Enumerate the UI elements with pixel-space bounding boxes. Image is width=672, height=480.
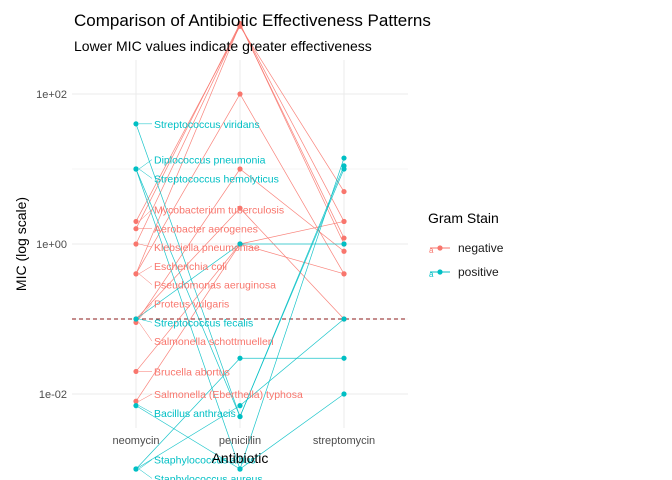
data-point — [341, 188, 347, 195]
data-point — [237, 241, 243, 247]
point-label: Streptococcus fecalis — [154, 317, 253, 329]
legend-key: a — [429, 245, 450, 255]
series-points — [133, 20, 347, 472]
data-point — [341, 248, 347, 254]
legend-key: a — [429, 269, 450, 279]
legend-item-positive: a positive — [428, 260, 538, 284]
data-point — [341, 316, 347, 322]
point-labels: Streptococcus viridans Diplococcus pneumo… — [138, 119, 303, 480]
data-point — [133, 403, 139, 409]
data-point — [341, 166, 347, 172]
point-label: Mycobacterium tuberculosis — [154, 204, 284, 216]
legend-items: a negative a positive — [428, 236, 538, 284]
label-connector — [138, 322, 153, 342]
label-connector — [138, 273, 153, 285]
x-tick-label: penicillin — [219, 435, 261, 447]
point-label: Escherichia coli — [154, 261, 227, 273]
point-label: Staphylococcus aureus — [154, 473, 263, 480]
label-connector — [138, 168, 153, 179]
data-point — [237, 355, 243, 361]
label-connector — [138, 405, 153, 414]
data-point — [341, 271, 347, 277]
point-label: Salmonella schottmuelleri — [154, 336, 274, 348]
label-connector — [138, 265, 153, 275]
chart-title: Comparison of Antibiotic Effectiveness P… — [74, 11, 431, 30]
data-point — [341, 155, 347, 161]
point-label: Klebsiella pneumoniae — [154, 242, 260, 254]
label-connector — [138, 393, 153, 402]
y-axis-title: MIC (log scale) — [13, 197, 29, 291]
data-point — [341, 235, 347, 241]
label-connector — [138, 159, 153, 170]
data-point — [133, 241, 139, 247]
data-point — [133, 316, 139, 322]
x-axis-title: Antibiotic — [212, 450, 269, 466]
point-label: Brucella abortus — [154, 366, 230, 378]
point-label: Bacillus anthracis — [154, 408, 236, 420]
data-point — [341, 241, 347, 247]
point-label: Salmonella (Eberthella) typhosa — [154, 389, 303, 401]
legend: Gram Stain a negative a positive — [428, 210, 538, 284]
legend-key-letter: a — [429, 270, 434, 279]
data-point — [133, 271, 139, 277]
x-tick-label: neomycin — [112, 435, 159, 447]
chart-subtitle: Lower MIC values indicate greater effect… — [74, 38, 372, 54]
data-point — [133, 368, 139, 375]
legend-key-point — [437, 245, 443, 251]
data-point — [133, 466, 139, 472]
label-connector — [138, 459, 153, 470]
data-point — [133, 218, 139, 225]
label-connector — [138, 318, 153, 323]
point-label: Aerobacter aerogenes — [154, 223, 258, 235]
point-label: Streptococcus hemolyticus — [154, 173, 279, 185]
legend-label: positive — [458, 265, 499, 279]
point-label: Diplococcus pneumonia — [154, 155, 266, 167]
legend-title: Gram Stain — [428, 210, 499, 226]
label-connector — [138, 468, 153, 479]
legend-key-letter: a — [429, 246, 434, 255]
point-label: Streptococcus viridans — [154, 119, 260, 131]
label-connector — [138, 209, 153, 222]
legend-label: negative — [458, 241, 504, 255]
data-point — [341, 355, 347, 361]
point-label: Staphylococcus albus — [154, 455, 256, 467]
data-point — [133, 226, 139, 232]
y-tick-label: 1e-02 — [39, 389, 67, 401]
data-point — [237, 413, 243, 420]
y-tick-label: 1e+02 — [36, 89, 67, 101]
label-connector — [138, 303, 153, 320]
label-connector — [138, 243, 153, 248]
data-point — [133, 121, 139, 127]
data-point — [341, 391, 347, 397]
x-tick-label: streptomycin — [313, 435, 375, 447]
data-point — [237, 21, 243, 27]
axes: 1e-02 1e+00 1e+02 neomycin penicillin strepto… — [13, 89, 375, 466]
point-label: Pseudomonas aeruginosa — [154, 280, 276, 292]
data-point — [237, 166, 243, 172]
legend-key-point — [437, 269, 443, 275]
data-point — [237, 466, 243, 472]
data-point — [133, 398, 139, 404]
data-point — [341, 218, 347, 225]
y-tick-label: 1e+00 — [36, 239, 67, 251]
data-point — [237, 403, 243, 409]
legend-item-negative: a negative — [428, 236, 538, 260]
data-point — [133, 166, 139, 172]
data-point — [237, 91, 243, 97]
point-label: Proteus vulgaris — [154, 298, 229, 310]
data-point — [237, 205, 243, 211]
